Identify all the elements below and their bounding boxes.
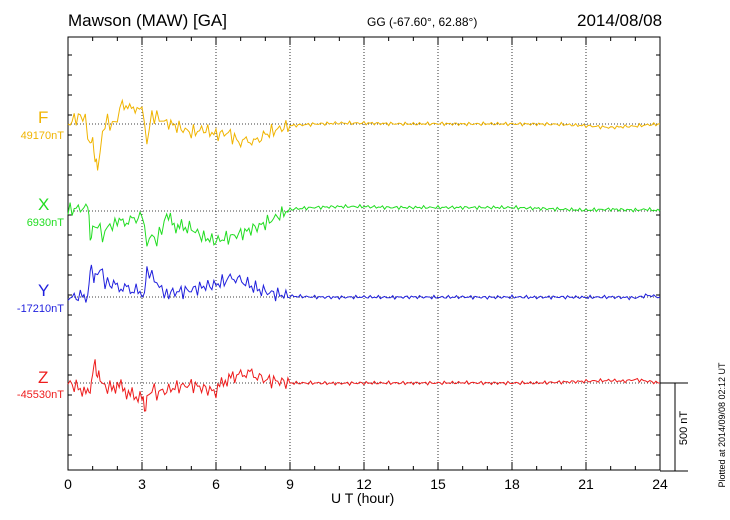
series-line-y [67,264,661,303]
series-line-f [67,98,661,171]
x-tick-label: 12 [356,476,372,492]
x-tick-label: 18 [504,476,520,492]
series-baseline-y: -17210nT [16,303,64,315]
series-line-z [67,359,661,412]
series-line-x [67,202,661,247]
date-label: 2014/08/08 [577,11,663,30]
x-tick-label: 6 [212,476,220,492]
series-label-y: Y [38,281,50,300]
x-tick-label: 0 [64,476,72,492]
coordinates-label: GG (-67.60°, 62.88°) [367,15,478,29]
x-tick-label: 21 [578,476,594,492]
series-label-x: X [38,195,50,214]
x-tick-label: 15 [430,476,446,492]
series-baseline-x: 6930nT [26,217,64,229]
series-label-f: F [38,108,49,127]
x-tick-label: 3 [138,476,146,492]
x-axis-label: U T (hour) [331,490,395,506]
station-title: Mawson (MAW) [GA] [68,11,227,30]
series-baseline-z: -45530nT [16,389,64,401]
series-label-z: Z [38,368,49,387]
series-baseline-f: 49170nT [20,130,64,142]
x-tick-label: 9 [286,476,294,492]
x-tick-label: 24 [652,476,668,492]
